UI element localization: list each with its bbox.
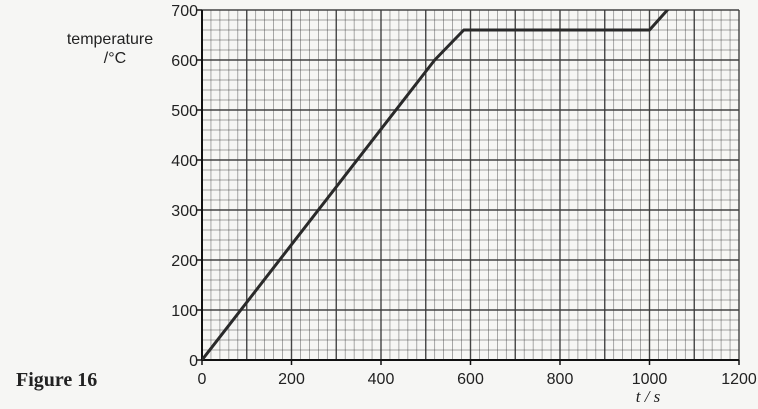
y-tick-label: 100 (171, 303, 198, 320)
x-tick-labels: 0 200 400 600 800 1000 1200 (198, 371, 757, 388)
y-tick-labels: 0 100 200 300 400 500 600 700 (171, 3, 198, 370)
y-tick-label: 200 (171, 253, 198, 270)
x-tick-label: 200 (278, 371, 305, 388)
x-tick-label: 800 (547, 371, 574, 388)
grid (201, 9, 740, 361)
x-tick-label: 1000 (632, 371, 668, 388)
y-tick-label: 500 (171, 103, 198, 120)
y-tick-label: 0 (189, 353, 198, 370)
x-tick-label: 0 (198, 371, 207, 388)
y-axis-label-line2: /°C (104, 50, 126, 67)
x-tick-label: 400 (368, 371, 395, 388)
data-series (202, 10, 669, 360)
y-tick-label: 700 (171, 3, 198, 20)
series-line-0 (202, 10, 669, 360)
figure-caption: Figure 16 (16, 369, 97, 391)
y-tick-label: 600 (171, 53, 198, 70)
y-tick-label: 400 (171, 153, 198, 170)
y-tick-label: 300 (171, 203, 198, 220)
x-tick-label: 600 (457, 371, 484, 388)
y-axis-label-line1: temperature (67, 31, 153, 48)
x-axis-label: t / s (636, 387, 661, 406)
axes (197, 9, 740, 365)
x-tick-label: 1200 (721, 371, 757, 388)
